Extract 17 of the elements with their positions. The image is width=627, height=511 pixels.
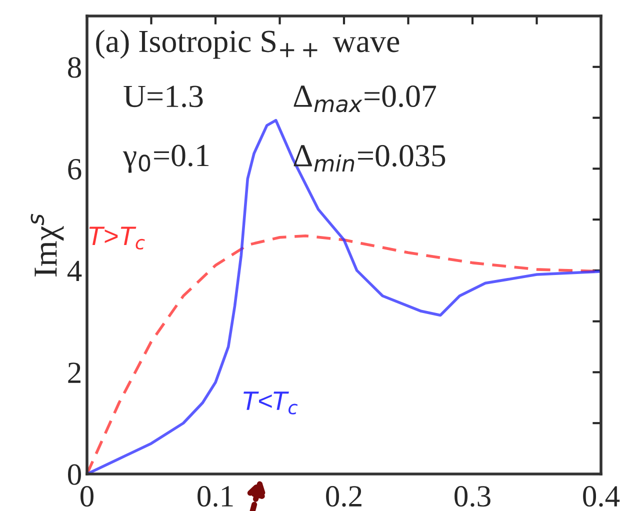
y-tick-label: 6 xyxy=(68,159,82,180)
annotation: Δ$_{max}$=0.07 xyxy=(294,85,436,112)
series-label: T<T$_{c}$ xyxy=(244,392,298,414)
x-tick-label: 0.3 xyxy=(454,486,490,507)
y-tick-label: 8 xyxy=(68,57,81,78)
x-tick-label: 0.4 xyxy=(583,486,620,507)
x-tick-label: 0.1 xyxy=(198,486,233,507)
y-tick-label: 4 xyxy=(67,260,82,282)
annotation: γ$_{0}$=0.1 xyxy=(122,144,209,173)
y-tick-label: 2 xyxy=(68,362,80,383)
y-tick-label: 0 xyxy=(68,464,81,485)
annotation: U=1.3 xyxy=(124,86,203,108)
x-tick-label: 0.2 xyxy=(326,486,362,507)
text: T>T$_{c}$ xyxy=(89,226,145,250)
annotation: (a) Isotropic S$_{++}$ wave xyxy=(96,30,400,59)
y-axis-title: Imχ$^{s}$ xyxy=(30,214,64,276)
annotation: Δ$_{min}$=0.035 xyxy=(294,145,446,172)
